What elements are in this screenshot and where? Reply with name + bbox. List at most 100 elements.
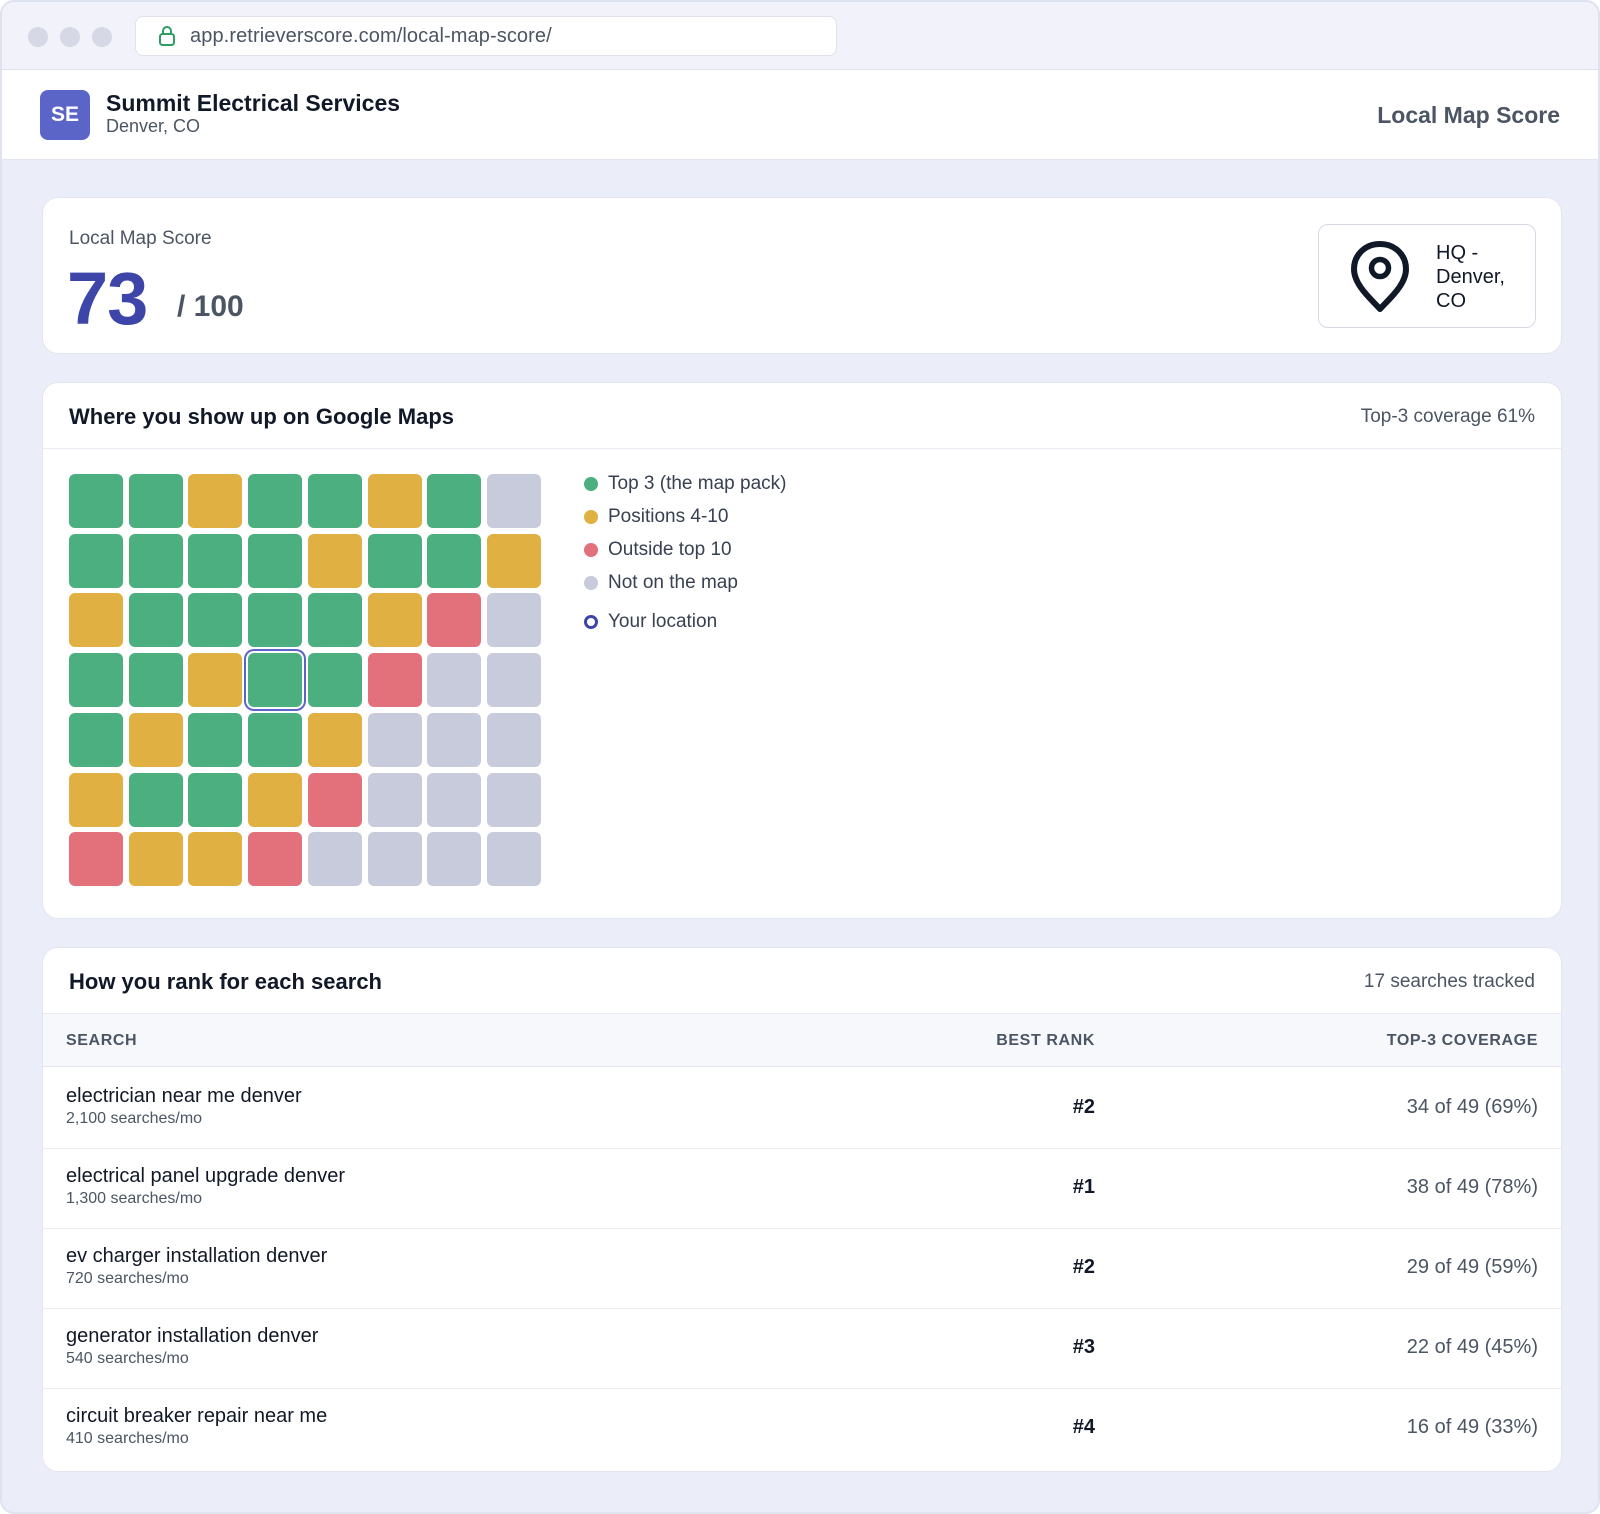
legend-label: Top 3 (the map pack) bbox=[608, 473, 787, 494]
grid-cell[interactable] bbox=[69, 474, 123, 528]
grid-cell[interactable] bbox=[308, 773, 362, 827]
score-label: Local Map Score bbox=[69, 228, 212, 249]
search-query: circuit breaker repair near me bbox=[66, 1405, 328, 1427]
window-close-button[interactable] bbox=[28, 27, 48, 47]
grid-cell[interactable] bbox=[129, 653, 183, 707]
grid-cell[interactable] bbox=[487, 653, 541, 707]
grid-cell[interactable] bbox=[368, 653, 422, 707]
legend-label: Positions 4-10 bbox=[608, 506, 729, 527]
grid-cell[interactable] bbox=[129, 474, 183, 528]
grid-cell[interactable] bbox=[427, 474, 481, 528]
grid-cell[interactable] bbox=[69, 713, 123, 767]
rankings-card: How you rank for each search 17 searches… bbox=[42, 947, 1562, 1472]
grid-cell[interactable] bbox=[427, 832, 481, 886]
table-row[interactable]: generator installation denver 540 searche… bbox=[43, 1307, 1561, 1389]
search-volume: 2,100 searches/mo bbox=[66, 1110, 203, 1127]
search-query: ev charger installation denver bbox=[66, 1245, 328, 1267]
grid-cell[interactable] bbox=[368, 474, 422, 528]
grid-cell-your-location[interactable] bbox=[248, 653, 302, 707]
legend-swatch bbox=[584, 576, 598, 590]
grid-cell[interactable] bbox=[487, 713, 541, 767]
grid-cell[interactable] bbox=[188, 593, 242, 647]
grid-cell[interactable] bbox=[69, 653, 123, 707]
column-search[interactable]: SEARCH bbox=[66, 1032, 138, 1049]
grid-cell[interactable] bbox=[427, 713, 481, 767]
grid-cell[interactable] bbox=[129, 832, 183, 886]
grid-cell[interactable] bbox=[188, 534, 242, 588]
map-card-title: Where you show up on Google Maps bbox=[69, 404, 455, 429]
score-card: Local Map Score 73 / 100 HQ - Denver, CO bbox=[42, 197, 1562, 354]
legend-swatch bbox=[584, 543, 598, 557]
grid-cell[interactable] bbox=[248, 832, 302, 886]
grid-cell[interactable] bbox=[188, 474, 242, 528]
grid-cell[interactable] bbox=[427, 773, 481, 827]
grid-cell[interactable] bbox=[487, 593, 541, 647]
legend-label: Not on the map bbox=[608, 572, 738, 593]
url-text: app.retrieverscore.com/local-map-score/ bbox=[190, 24, 552, 47]
top3-coverage: 16 of 49 (33%) bbox=[1406, 1416, 1538, 1438]
map-pin-icon bbox=[1351, 241, 1409, 312]
grid-cell[interactable] bbox=[368, 832, 422, 886]
grid-cell[interactable] bbox=[188, 773, 242, 827]
search-query: electrical panel upgrade denver bbox=[66, 1165, 346, 1187]
grid-cell[interactable] bbox=[308, 653, 362, 707]
top3-coverage: 38 of 49 (78%) bbox=[1406, 1176, 1538, 1198]
business-location: Denver, CO bbox=[106, 116, 201, 136]
column-coverage[interactable]: TOP-3 COVERAGE bbox=[1386, 1032, 1538, 1049]
grid-cell[interactable] bbox=[308, 534, 362, 588]
table-row[interactable]: ev charger installation denver 720 search… bbox=[43, 1227, 1561, 1309]
grid-cell[interactable] bbox=[427, 653, 481, 707]
grid-cell[interactable] bbox=[308, 593, 362, 647]
grid-cell[interactable] bbox=[129, 534, 183, 588]
grid-cell[interactable] bbox=[308, 713, 362, 767]
grid-cell[interactable] bbox=[188, 713, 242, 767]
grid-cell[interactable] bbox=[188, 653, 242, 707]
address-bar[interactable]: app.retrieverscore.com/local-map-score/ bbox=[135, 16, 837, 56]
grid-cell[interactable] bbox=[368, 593, 422, 647]
window-maximize-button[interactable] bbox=[92, 27, 112, 47]
grid-cell[interactable] bbox=[487, 773, 541, 827]
grid-cell[interactable] bbox=[248, 593, 302, 647]
top3-coverage: 22 of 49 (45%) bbox=[1406, 1336, 1538, 1358]
grid-cell[interactable] bbox=[129, 593, 183, 647]
business-name: Summit Electrical Services bbox=[106, 90, 401, 116]
rank-grid bbox=[69, 474, 549, 894]
table-row[interactable]: electrical panel upgrade denver 1,300 sea… bbox=[43, 1147, 1561, 1229]
legend-swatch bbox=[584, 477, 598, 491]
search-query: electrician near me denver bbox=[66, 1085, 302, 1107]
grid-cell[interactable] bbox=[69, 534, 123, 588]
grid-cell[interactable] bbox=[427, 534, 481, 588]
grid-cell[interactable] bbox=[129, 713, 183, 767]
location-selector[interactable]: HQ - Denver, CO bbox=[1318, 224, 1536, 328]
grid-cell[interactable] bbox=[308, 832, 362, 886]
legend-item: Outside top 10 bbox=[584, 539, 732, 561]
grid-cell[interactable] bbox=[248, 713, 302, 767]
grid-cell[interactable] bbox=[248, 534, 302, 588]
grid-cell[interactable] bbox=[248, 474, 302, 528]
legend-label: Outside top 10 bbox=[608, 539, 732, 560]
grid-cell[interactable] bbox=[188, 832, 242, 886]
grid-cell[interactable] bbox=[368, 773, 422, 827]
grid-cell[interactable] bbox=[427, 593, 481, 647]
search-query: generator installation denver bbox=[66, 1325, 319, 1347]
grid-cell[interactable] bbox=[308, 474, 362, 528]
grid-cell[interactable] bbox=[248, 773, 302, 827]
table-row[interactable]: electrician near me denver 2,100 searches… bbox=[43, 1067, 1561, 1149]
grid-cell[interactable] bbox=[129, 773, 183, 827]
grid-cell[interactable] bbox=[368, 534, 422, 588]
grid-cell[interactable] bbox=[368, 713, 422, 767]
table-header: SEARCH BEST RANK TOP-3 COVERAGE bbox=[43, 1014, 1561, 1067]
window-minimize-button[interactable] bbox=[60, 27, 80, 47]
grid-cell[interactable] bbox=[487, 832, 541, 886]
grid-cell[interactable] bbox=[69, 773, 123, 827]
best-rank: #1 bbox=[1072, 1176, 1095, 1198]
column-best-rank[interactable]: BEST RANK bbox=[996, 1032, 1095, 1049]
table-row[interactable]: circuit breaker repair near me 410 search… bbox=[43, 1387, 1561, 1469]
grid-cell[interactable] bbox=[69, 832, 123, 886]
legend-item: Positions 4-10 bbox=[584, 506, 728, 528]
grid-cell[interactable] bbox=[487, 534, 541, 588]
legend-item: Not on the map bbox=[584, 572, 738, 594]
grid-cell[interactable] bbox=[487, 474, 541, 528]
grid-cell[interactable] bbox=[69, 593, 123, 647]
map-card: Where you show up on Google Maps Top-3 c… bbox=[42, 382, 1562, 919]
